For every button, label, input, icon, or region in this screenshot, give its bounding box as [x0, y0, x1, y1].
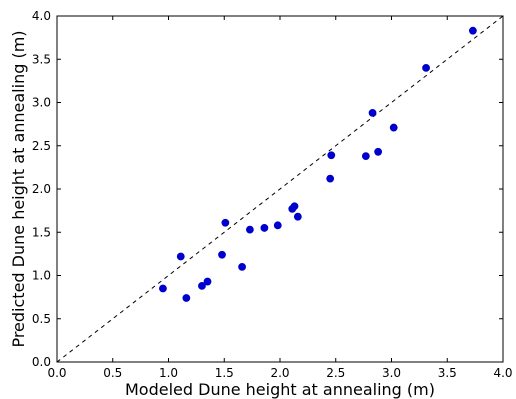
data-point — [260, 224, 269, 232]
data-point — [327, 151, 336, 160]
x-tick-label: 4.0 — [493, 366, 512, 380]
data-point — [361, 152, 370, 161]
data-point — [468, 26, 477, 35]
data-point — [182, 294, 191, 302]
data-point — [273, 221, 282, 230]
x-axis-label: Modeled Dune height at annealing (m) — [125, 380, 435, 399]
y-tick-label: 1.0 — [32, 269, 51, 283]
y-tick-label: 0.5 — [32, 312, 51, 326]
plot-frame — [56, 15, 504, 363]
data-point — [218, 250, 226, 259]
data-point — [368, 108, 377, 117]
data-point — [290, 202, 299, 211]
data-point — [159, 284, 167, 293]
data-point — [238, 262, 246, 271]
data-point — [293, 212, 302, 221]
x-tick-label: 1.5 — [215, 366, 234, 380]
x-tick-label: 3.0 — [382, 366, 401, 380]
tick-labels: 0.0 0.5 1.0 1.5 2.0 2.5 3.0 3.5 4.0 0.0 0.5 1.0 1.5 2… — [32, 9, 513, 380]
y-tick-label: 4.0 — [32, 9, 51, 23]
data-point — [389, 123, 398, 132]
reference-line — [56, 15, 504, 363]
data-point — [245, 225, 254, 234]
x-tick-label: 3.5 — [438, 366, 457, 380]
y-tick-label: 0.0 — [32, 355, 51, 369]
y-tick-label: 3.5 — [32, 52, 51, 66]
data-point — [221, 218, 230, 227]
y-tick-label: 2.0 — [32, 182, 51, 196]
x-tick-label: 1.0 — [159, 366, 178, 380]
x-tick-label: 0.5 — [103, 366, 122, 380]
data-point — [374, 147, 383, 156]
data-point — [176, 252, 185, 261]
x-tick-label: 2.5 — [326, 366, 345, 380]
y-tick-label: 1.5 — [32, 225, 51, 239]
data-point — [422, 64, 430, 72]
y-tick-label: 2.5 — [32, 139, 51, 153]
y-tick-label: 3.0 — [32, 96, 51, 110]
data-point — [198, 281, 206, 290]
data-points — [159, 26, 477, 302]
x-tick-label: 2.0 — [270, 366, 289, 380]
data-point — [326, 174, 335, 183]
y-axis-label: Predicted Dune height at annealing (m) — [9, 30, 28, 347]
data-point — [203, 277, 212, 286]
x-tick-label: 0.0 — [47, 366, 66, 380]
